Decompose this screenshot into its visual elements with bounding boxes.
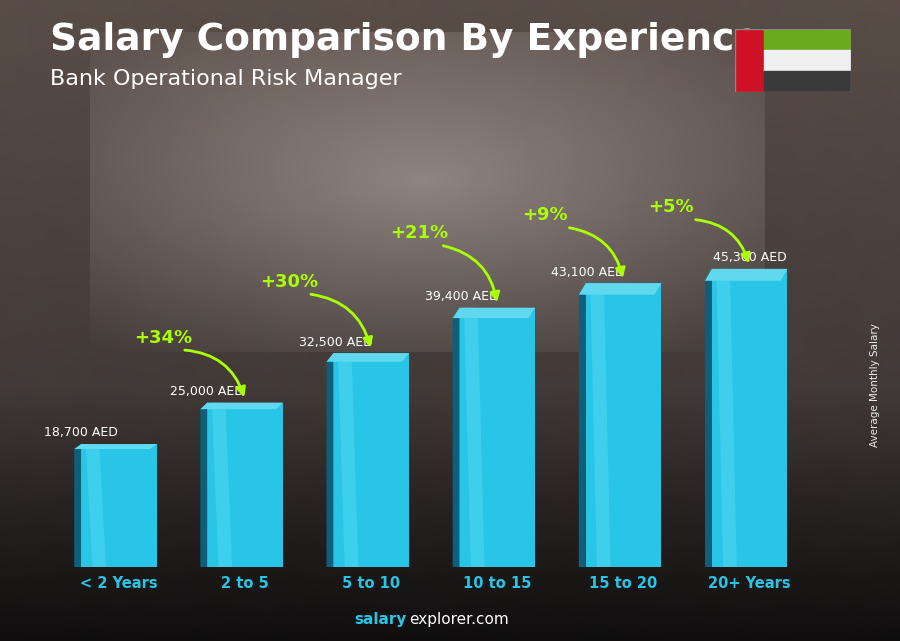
Polygon shape bbox=[327, 353, 409, 362]
Text: explorer.com: explorer.com bbox=[410, 612, 509, 627]
Bar bbox=[735, 29, 764, 92]
Bar bbox=[460, 308, 536, 567]
Polygon shape bbox=[579, 283, 662, 295]
Polygon shape bbox=[590, 283, 610, 567]
Text: +21%: +21% bbox=[390, 224, 448, 242]
Bar bbox=[81, 444, 157, 567]
Text: Bank Operational Risk Manager: Bank Operational Risk Manager bbox=[50, 69, 401, 88]
Text: +5%: +5% bbox=[649, 198, 694, 216]
Text: +9%: +9% bbox=[522, 206, 568, 224]
Text: salary: salary bbox=[355, 612, 407, 627]
Bar bbox=[333, 353, 409, 567]
Bar bbox=[586, 283, 662, 567]
Polygon shape bbox=[705, 269, 712, 567]
Text: +30%: +30% bbox=[260, 272, 319, 290]
Polygon shape bbox=[338, 353, 358, 567]
Text: 45,300 AED: 45,300 AED bbox=[713, 251, 787, 264]
Polygon shape bbox=[453, 308, 536, 318]
Polygon shape bbox=[327, 353, 333, 567]
Polygon shape bbox=[201, 403, 207, 567]
Bar bbox=[207, 403, 283, 567]
Text: 25,000 AED: 25,000 AED bbox=[170, 385, 244, 398]
Bar bbox=[764, 29, 850, 51]
Text: +34%: +34% bbox=[134, 329, 192, 347]
Polygon shape bbox=[212, 403, 232, 567]
Bar bbox=[764, 71, 850, 92]
Polygon shape bbox=[579, 283, 586, 567]
Polygon shape bbox=[705, 269, 788, 281]
Polygon shape bbox=[86, 444, 106, 567]
Text: Salary Comparison By Experience: Salary Comparison By Experience bbox=[50, 22, 760, 58]
Polygon shape bbox=[464, 308, 484, 567]
Polygon shape bbox=[201, 403, 283, 409]
Polygon shape bbox=[716, 269, 737, 567]
Text: 39,400 AED: 39,400 AED bbox=[425, 290, 499, 303]
Text: Average Monthly Salary: Average Monthly Salary bbox=[869, 322, 880, 447]
Polygon shape bbox=[74, 444, 157, 449]
Text: 32,500 AED: 32,500 AED bbox=[299, 335, 373, 349]
Text: 43,100 AED: 43,100 AED bbox=[552, 266, 625, 279]
Text: 18,700 AED: 18,700 AED bbox=[44, 426, 118, 440]
Polygon shape bbox=[74, 444, 81, 567]
Bar bbox=[764, 51, 850, 71]
Polygon shape bbox=[453, 308, 460, 567]
Bar bbox=[712, 269, 788, 567]
